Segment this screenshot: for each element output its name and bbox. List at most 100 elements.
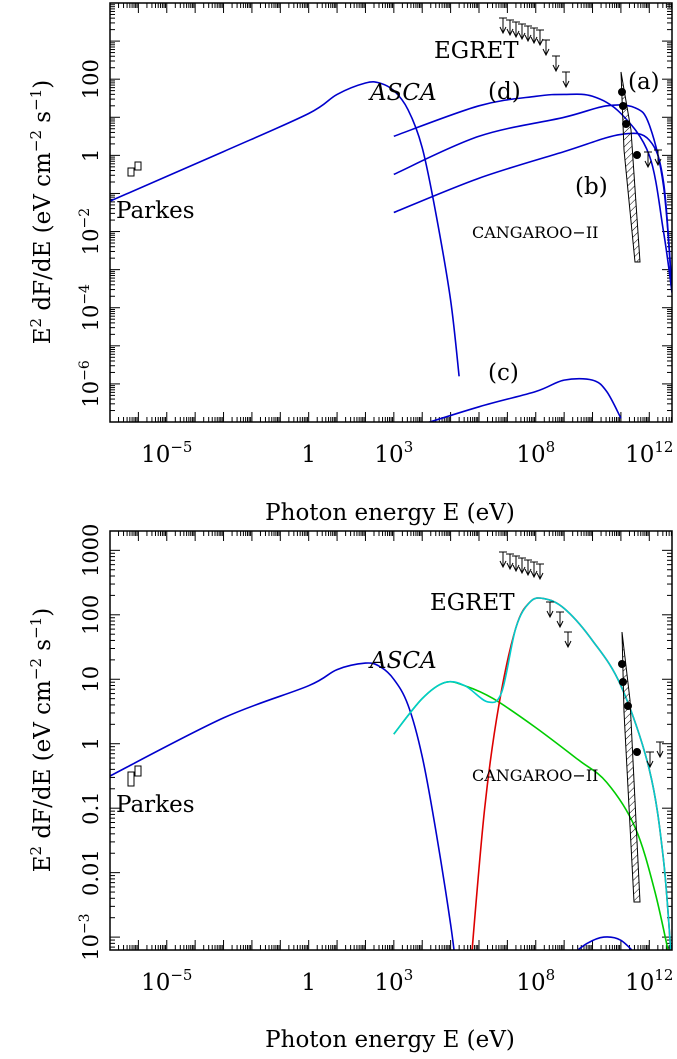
upper-limit-arrow	[518, 23, 526, 41]
upper-limit-arrow	[536, 563, 544, 581]
tev-point	[633, 151, 641, 159]
x-tick-label: 1012	[625, 966, 673, 996]
upper-limit-arrow	[512, 555, 520, 573]
axis-ticks	[109, 2, 672, 423]
label-asca: ASCA	[368, 80, 437, 106]
upper-limit-arrow	[542, 39, 550, 57]
x-tick-label: 10−5	[141, 966, 192, 996]
upper-limit-arrow	[546, 601, 554, 619]
upper-limit-arrow	[499, 551, 507, 569]
x-tick-label: 1012	[625, 438, 673, 468]
cangaroo-band	[620, 71, 641, 263]
parkes-point	[127, 771, 135, 787]
upper-limit-arrow	[530, 27, 538, 45]
series-line-2	[393, 93, 672, 293]
series-line-5	[427, 377, 622, 422]
parkes-point	[134, 161, 142, 171]
egret-upper-limits	[499, 17, 662, 169]
upper-limit-arrow	[556, 611, 564, 629]
y-axis-label: E2 dF/dE (eV cm−2 s−1)	[27, 80, 56, 344]
y-axis-label: E2 dF/dE (eV cm−2 s−1)	[27, 608, 56, 872]
egret-upper-limits	[499, 551, 664, 769]
y-tick-label: 10−2	[77, 208, 103, 255]
cangaroo-band	[621, 631, 641, 903]
label-egret: EGRET	[430, 590, 515, 616]
label-cangaroo: CANGAROO−II	[472, 766, 598, 785]
upper-limit-arrow	[524, 25, 532, 43]
y-tick-label: 1000	[79, 524, 103, 577]
upper-limit-arrow	[656, 741, 664, 759]
label-parkes: Parkes	[116, 792, 195, 818]
data-markers	[127, 71, 641, 263]
curves	[110, 597, 672, 950]
upper-limit-arrow	[552, 55, 560, 73]
upper-limit-arrow	[512, 21, 520, 39]
x-axis-label: Photon energy E (eV)	[265, 500, 515, 526]
x-axis-label: Photon energy E (eV)	[265, 1027, 515, 1053]
upper-limit-arrow	[536, 29, 544, 47]
upper-limit-arrow	[524, 559, 532, 577]
x-tick-label: 1	[301, 970, 316, 996]
parkes-point	[134, 765, 142, 777]
upper-limit-arrow	[644, 151, 652, 169]
tev-point	[624, 702, 632, 710]
label-egret: EGRET	[434, 38, 519, 64]
series-line-1	[110, 81, 460, 377]
upper-limit-arrow	[518, 557, 526, 575]
upper-limit-arrow	[506, 19, 514, 37]
label-cangaroo: CANGAROO−II	[472, 223, 598, 242]
upper-limit-arrow	[564, 631, 572, 649]
label-c: (c)	[488, 360, 519, 386]
x-tick-label: 103	[374, 438, 413, 468]
plot-frame	[109, 2, 673, 423]
x-tick-labels: 10−5 1 103 108 1012	[141, 438, 673, 468]
y-tick-label: 0.1	[79, 791, 103, 824]
x-tick-label: 108	[516, 438, 555, 468]
y-tick-label: 1	[79, 149, 103, 162]
tev-point	[619, 678, 627, 686]
label-b: (b)	[575, 174, 608, 200]
axis-ticks	[109, 531, 672, 950]
upper-limit-arrow	[530, 561, 538, 579]
tev-point	[618, 88, 626, 96]
chart-top: ASCA EGRET (d) (a) (b) (c) Parkes CANGAR…	[27, 2, 673, 526]
series-line-5	[393, 597, 672, 950]
label-asca: ASCA	[368, 648, 437, 674]
y-tick-label: 1	[79, 737, 103, 750]
curves	[110, 81, 672, 422]
chart-bottom: ASCA EGRET Parkes CANGAROO−II E2 dF/dE (…	[27, 524, 673, 1053]
upper-limit-arrow	[562, 71, 570, 89]
upper-limit-arrow	[499, 17, 507, 35]
y-tick-label: 10−6	[77, 360, 103, 407]
y-tick-label: 10−4	[77, 284, 103, 331]
series-line-4	[393, 132, 672, 293]
upper-limit-arrow	[654, 149, 662, 167]
upper-limit-arrow	[646, 751, 654, 769]
y-tick-labels: 0.01 0.1 1 10 100 1000 10−3	[77, 524, 103, 961]
y-tick-label: 100	[79, 59, 103, 99]
parkes-point	[127, 167, 135, 177]
data-markers	[127, 631, 641, 903]
label-parkes: Parkes	[116, 198, 195, 224]
tev-point	[618, 660, 626, 668]
series-line-2	[576, 936, 633, 950]
tev-point	[619, 102, 627, 110]
tev-point	[622, 120, 630, 128]
plot-frame	[109, 530, 673, 951]
y-tick-label: 100	[79, 595, 103, 635]
y-tick-label: 10−3	[77, 913, 103, 960]
label-a: (a)	[628, 69, 660, 95]
x-tick-labels: 10−5 1 103 108 1012	[141, 966, 673, 996]
y-tick-label: 0.01	[79, 849, 103, 896]
label-d: (d)	[488, 79, 521, 105]
upper-limit-arrow	[506, 553, 514, 571]
y-tick-labels: 10−6 10−4 10−2 1 100	[77, 59, 103, 407]
x-tick-label: 10−5	[141, 438, 192, 468]
x-tick-label: 1	[301, 442, 316, 468]
tev-point	[633, 748, 641, 756]
x-tick-label: 103	[374, 966, 413, 996]
x-tick-label: 108	[516, 966, 555, 996]
series-line-1	[110, 662, 455, 950]
y-tick-label: 10	[79, 666, 103, 693]
